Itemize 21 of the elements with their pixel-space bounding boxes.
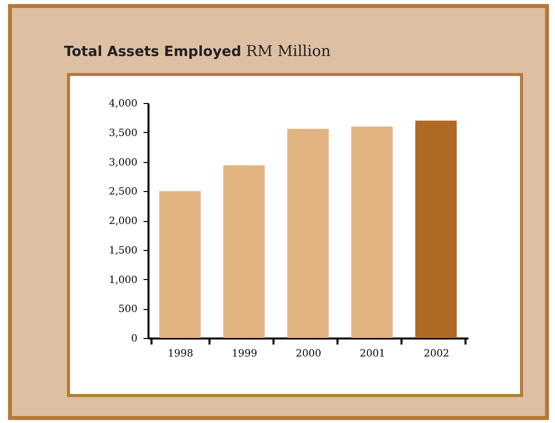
x-tick-label: 2000	[296, 348, 322, 360]
x-tick-label: 2002	[424, 348, 450, 360]
bar	[223, 165, 265, 338]
y-tick-label: 500	[118, 304, 138, 316]
y-tick-label: 4,000	[108, 98, 138, 110]
y-tick-label: 2,000	[108, 216, 138, 227]
bar	[415, 120, 457, 338]
y-tick-label: 1,000	[108, 274, 138, 286]
bar	[287, 128, 329, 338]
y-tick-label: 3,500	[108, 128, 138, 139]
x-tick-label: 2001	[360, 348, 386, 360]
y-tick-label: 2,500	[108, 186, 138, 198]
y-tick-label: 1,500	[108, 245, 138, 256]
bar	[351, 126, 393, 338]
chart-subtitle: RM Million	[246, 42, 331, 60]
chart-title: Total Assets Employed	[64, 44, 242, 60]
x-tick-label: 1998	[168, 348, 194, 360]
x-tick-label: 1999	[232, 348, 258, 360]
y-tick-label: 3,000	[108, 157, 138, 168]
bar	[159, 191, 201, 338]
y-tick-label: 0	[131, 334, 138, 344]
